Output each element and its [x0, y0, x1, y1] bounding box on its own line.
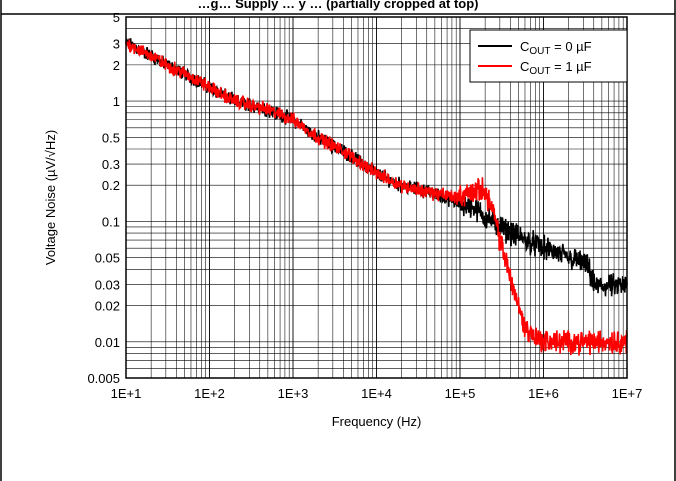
y-tick-labels: 5 3 2 1 0.5 0.3 0.2 0.1 0.05 0.03 0.02 0.01 0.005	[87, 10, 120, 386]
figure-title: …g… Supply … y … (partially cropped at t…	[198, 0, 479, 11]
y-tick-label: 0.005	[87, 371, 120, 386]
y-tick-label: 0.02	[95, 299, 120, 314]
y-tick-label: 0.2	[102, 178, 120, 193]
plot-area	[125, 16, 628, 379]
x-tick-labels: 1E+1 1E+2 1E+3 1E+4 1E+5 1E+6 1E+7	[111, 386, 643, 401]
y-tick-label: 0.5	[102, 130, 120, 145]
y-tick-label: 0.05	[95, 251, 120, 266]
x-tick-label: 1E+7	[612, 386, 643, 401]
x-tick-label: 1E+3	[278, 386, 309, 401]
y-tick-label: 2	[113, 58, 120, 73]
x-tick-label: 1E+2	[194, 386, 225, 401]
legend-label-2: COUT = 1 µF	[520, 59, 592, 77]
series-layer	[125, 38, 628, 356]
grid	[126, 17, 627, 378]
x-tick-label: 1E+6	[528, 386, 559, 401]
y-tick-label: 0.03	[95, 277, 120, 292]
y-tick-label: 0.3	[102, 157, 120, 172]
x-tick-label: 1E+1	[111, 386, 142, 401]
y-tick-label: 0.01	[95, 335, 120, 350]
y-tick-label: 5	[113, 10, 120, 25]
y-tick-label: 0.1	[102, 214, 120, 229]
y-tick-label: 3	[113, 37, 120, 52]
x-tick-label: 1E+5	[445, 386, 476, 401]
legend-label-1: COUT = 0 µF	[520, 39, 592, 57]
legend: COUT = 0 µF COUT = 1 µF	[469, 29, 628, 83]
series-line-2	[125, 39, 628, 356]
x-axis-label: Frequency (Hz)	[332, 414, 422, 429]
y-tick-label: 1	[113, 94, 120, 109]
x-tick-label: 1E+4	[361, 386, 392, 401]
figure-title-clip: …g… Supply … y … (partially cropped at t…	[198, 0, 479, 11]
legend-box	[469, 29, 628, 83]
y-axis-label: Voltage Noise (µV/√Hz)	[43, 130, 58, 265]
